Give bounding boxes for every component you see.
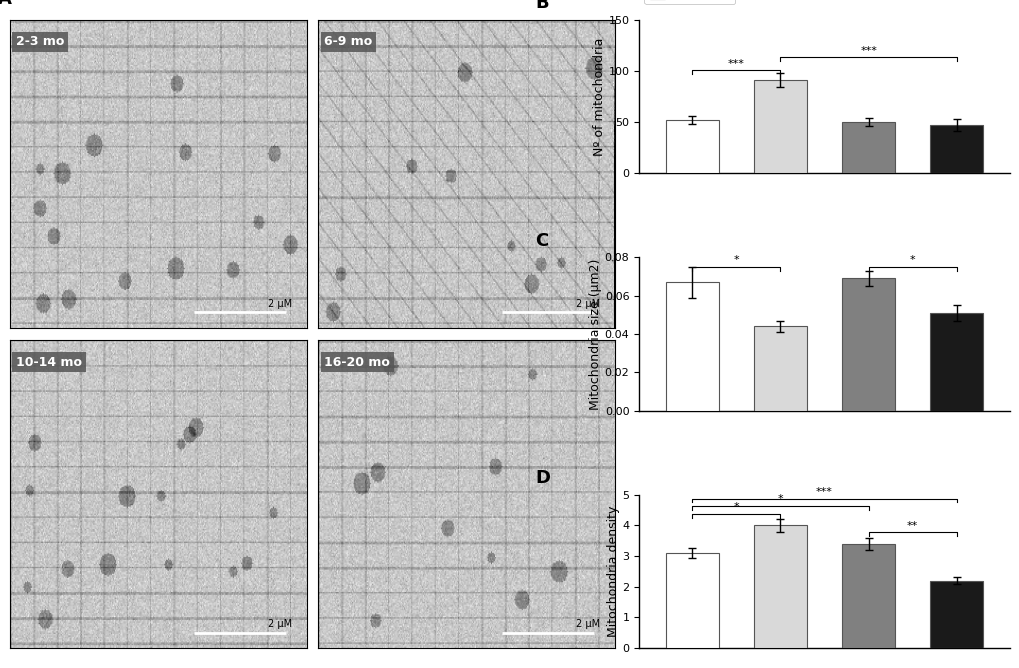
Text: *: * <box>909 255 915 265</box>
Text: D: D <box>535 469 550 487</box>
Y-axis label: Nº of mitochondria: Nº of mitochondria <box>592 37 605 156</box>
Bar <box>929 313 982 411</box>
Bar <box>842 122 895 173</box>
Bar <box>753 327 806 411</box>
Text: 16-20 mo: 16-20 mo <box>324 355 390 369</box>
Text: A: A <box>0 0 12 8</box>
Bar <box>665 553 718 648</box>
Bar <box>842 544 895 648</box>
Text: *: * <box>733 502 739 512</box>
Text: 2 μM: 2 μM <box>267 619 291 629</box>
Text: B: B <box>535 0 548 13</box>
Text: *: * <box>776 494 783 504</box>
Y-axis label: Mitochondria density: Mitochondria density <box>606 506 619 637</box>
Y-axis label: Mitochondria size (μm2): Mitochondria size (μm2) <box>588 259 601 409</box>
Bar <box>665 120 718 173</box>
Bar <box>929 125 982 173</box>
Bar <box>753 80 806 173</box>
Text: C: C <box>535 232 548 250</box>
Text: 10-14 mo: 10-14 mo <box>16 355 83 369</box>
Text: ***: *** <box>859 45 876 55</box>
Bar <box>753 526 806 648</box>
Bar <box>842 279 895 411</box>
Text: *: * <box>733 255 739 265</box>
Legend: 2 - 3 mo, 6 - 9 mo, 10 - 14 mo, >16 mo: 2 - 3 mo, 6 - 9 mo, 10 - 14 mo, >16 mo <box>644 0 735 4</box>
Bar <box>929 580 982 648</box>
Text: **: ** <box>906 521 917 531</box>
Text: ***: *** <box>728 59 744 69</box>
Text: 6-9 mo: 6-9 mo <box>324 35 372 49</box>
Text: 2 μM: 2 μM <box>576 299 599 309</box>
Text: 2 μM: 2 μM <box>576 619 599 629</box>
Text: 2-3 mo: 2-3 mo <box>16 35 64 49</box>
Text: ***: *** <box>815 487 833 497</box>
Bar <box>665 283 718 411</box>
Text: 2 μM: 2 μM <box>267 299 291 309</box>
